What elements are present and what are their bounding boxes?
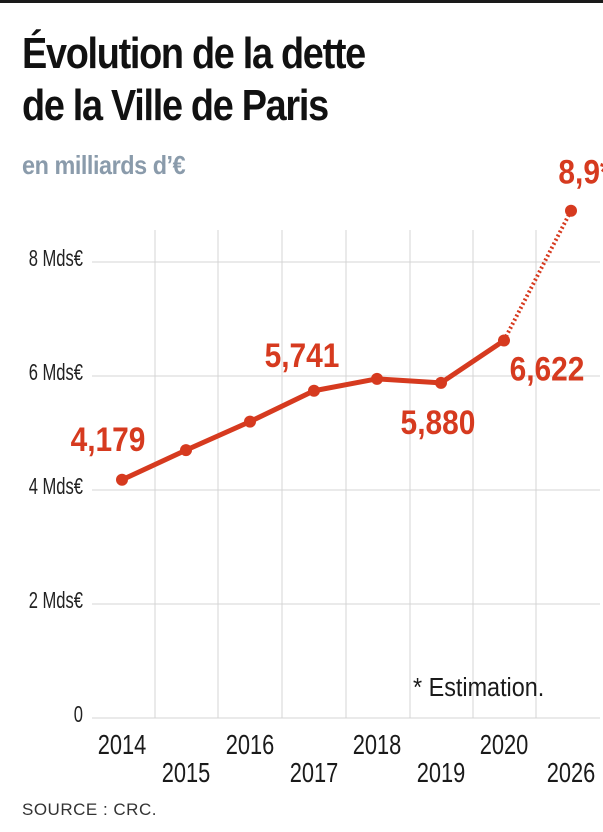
label-layer: 4,179 5,741 5,880 6,622 8,9* * Estimation.: [71, 153, 603, 702]
data-point: [116, 473, 128, 486]
chart-subtitle: en milliards d’€: [22, 150, 186, 180]
estimation-note: * Estimation.: [413, 674, 544, 702]
y-tick-label: 8 Mds€: [29, 246, 83, 271]
data-label: 6,622: [510, 350, 585, 388]
top-rule: [0, 0, 603, 3]
x-tick-label: 2026: [547, 757, 596, 788]
data-point: [180, 444, 192, 457]
data-point: [308, 384, 320, 397]
data-label: 5,741: [265, 336, 340, 374]
grid-layer: [92, 230, 600, 719]
source-note: SOURCE : CRC.: [22, 800, 157, 819]
x-tick-label: 2019: [417, 757, 466, 788]
axis-layer: 0 2 Mds€ 4 Mds€ 6 Mds€ 8 Mds€ 2014 2015 2016 201…: [29, 246, 596, 788]
data-label: 8,9*: [558, 153, 603, 191]
title-line-1: Évolution de la dette: [22, 29, 366, 78]
data-label: 4,179: [71, 420, 146, 458]
data-point: [498, 334, 510, 347]
data-label: 5,880: [401, 403, 476, 441]
y-tick-label: 4 Mds€: [29, 474, 83, 499]
x-tick-label: 2020: [480, 729, 529, 760]
point-layer: [116, 204, 577, 486]
x-tick-label: 2015: [162, 757, 211, 788]
y-tick-label: 0: [74, 702, 83, 727]
chart-title: Évolution de la dette de la Ville de Par…: [22, 28, 366, 132]
x-tick-label: 2018: [353, 729, 402, 760]
y-tick-label: 6 Mds€: [29, 360, 83, 385]
y-tick-label: 2 Mds€: [29, 588, 83, 613]
data-point: [244, 415, 256, 428]
data-point: [565, 204, 577, 217]
x-tick-label: 2016: [226, 729, 275, 760]
estimated-segment: [502, 209, 573, 342]
title-line-2: de la Ville de Paris: [22, 81, 329, 130]
data-point: [435, 376, 447, 389]
data-point: [371, 372, 383, 385]
x-tick-label: 2014: [98, 729, 147, 760]
x-tick-label: 2017: [290, 757, 339, 788]
